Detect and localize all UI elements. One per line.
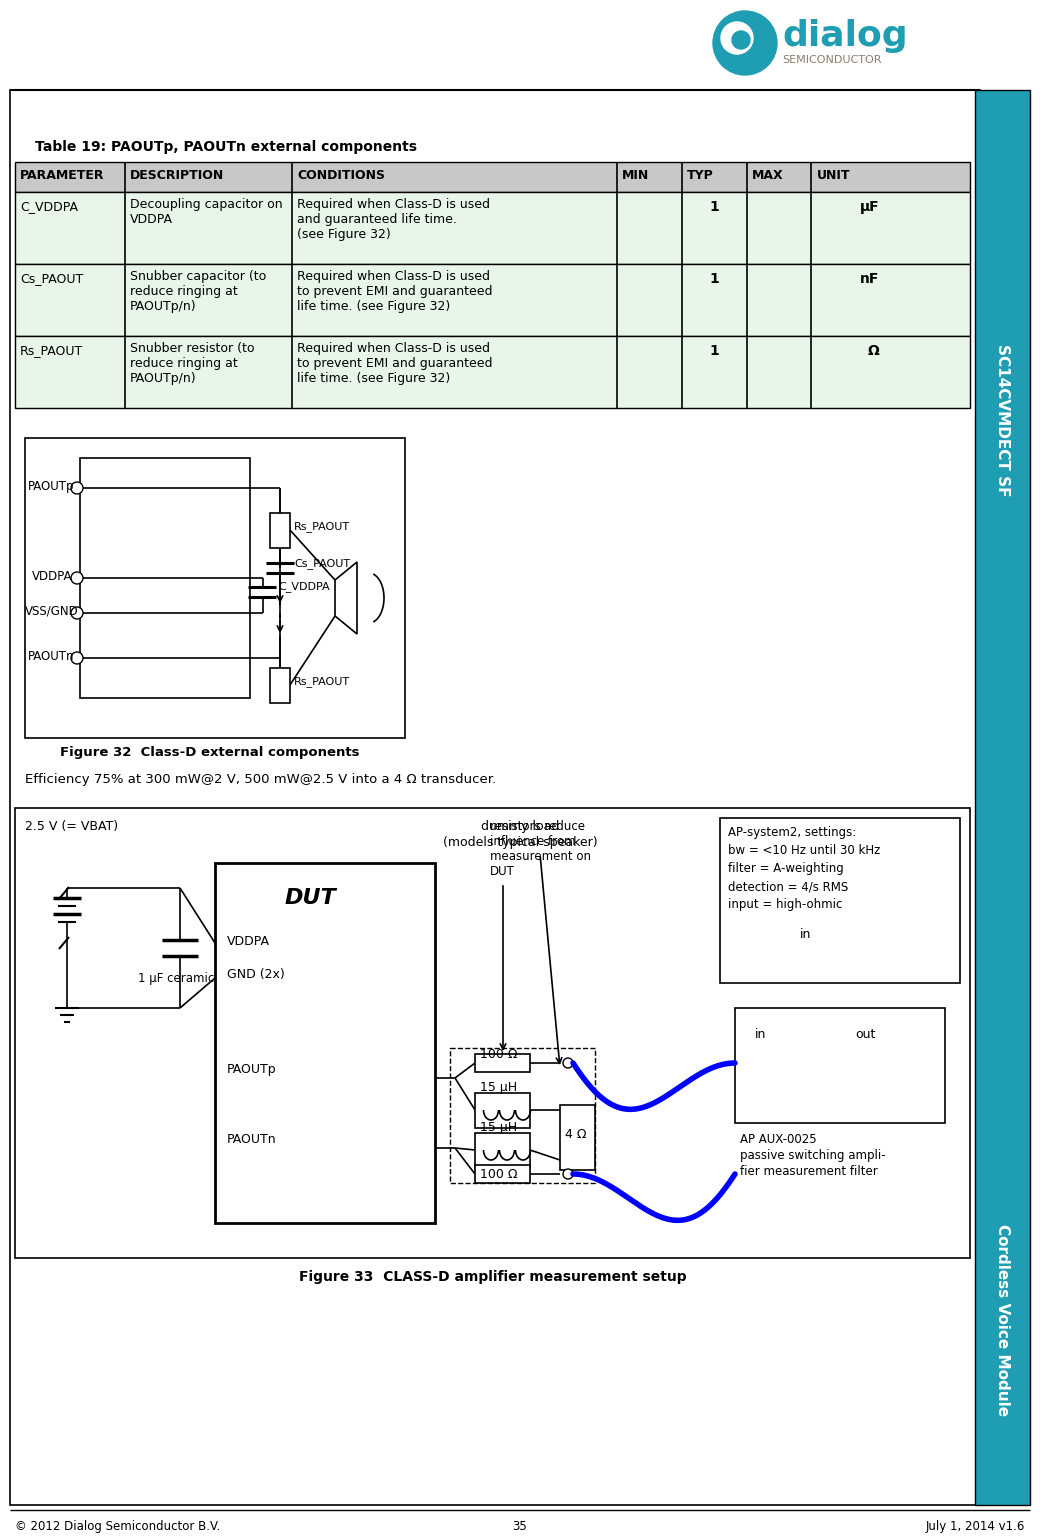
- Text: DESCRIPTION: DESCRIPTION: [130, 169, 224, 182]
- Bar: [560, 1105, 595, 1170]
- Text: CONDITIONS: CONDITIONS: [297, 169, 385, 182]
- Bar: [15, 162, 970, 192]
- Text: 100 Ω: 100 Ω: [480, 1048, 518, 1060]
- Text: Figure 33  CLASS-D amplifier measurement setup: Figure 33 CLASS-D amplifier measurement …: [298, 1270, 686, 1284]
- Text: Required when Class-D is used
to prevent EMI and guaranteed
life time. (see Figu: Required when Class-D is used to prevent…: [297, 269, 493, 312]
- Text: Snubber resistor (to
reduce ringing at
PAOUTp/n): Snubber resistor (to reduce ringing at P…: [130, 342, 255, 385]
- Bar: [720, 819, 960, 983]
- Circle shape: [563, 1170, 573, 1179]
- Bar: [735, 1008, 945, 1123]
- Bar: [270, 512, 290, 548]
- Text: 1 μF ceramic: 1 μF ceramic: [138, 973, 214, 985]
- Text: 1: 1: [709, 345, 719, 359]
- Circle shape: [71, 653, 83, 663]
- Text: VDDPA: VDDPA: [227, 936, 270, 948]
- Text: measurement on: measurement on: [490, 850, 591, 863]
- Text: filter = A-weighting: filter = A-weighting: [728, 862, 843, 876]
- Bar: [15, 192, 970, 265]
- Text: Figure 32  Class-D external components: Figure 32 Class-D external components: [60, 746, 360, 759]
- Text: Required when Class-D is used
to prevent EMI and guaranteed
life time. (see Figu: Required when Class-D is used to prevent…: [297, 342, 493, 385]
- Circle shape: [563, 1057, 573, 1068]
- Bar: [80, 459, 250, 699]
- Bar: [475, 1093, 530, 1128]
- Bar: [450, 1048, 595, 1183]
- Text: 15 μH: 15 μH: [480, 1120, 517, 1134]
- Text: 100 Ω: 100 Ω: [480, 1168, 518, 1180]
- Text: bw = <10 Hz until 30 kHz: bw = <10 Hz until 30 kHz: [728, 843, 881, 857]
- Bar: [270, 668, 290, 703]
- Bar: [475, 1133, 530, 1168]
- Text: PAOUTp: PAOUTp: [227, 1063, 277, 1076]
- Text: Ω: Ω: [867, 345, 879, 359]
- Text: SEMICONDUCTOR: SEMICONDUCTOR: [782, 55, 882, 65]
- Text: in: in: [800, 928, 811, 940]
- Text: fier measurement filter: fier measurement filter: [740, 1165, 878, 1177]
- Text: TYP: TYP: [686, 169, 713, 182]
- Text: SC14CVMDECT SF: SC14CVMDECT SF: [994, 343, 1010, 496]
- Circle shape: [71, 482, 83, 494]
- Text: Required when Class-D is used
and guaranteed life time.
(see Figure 32): Required when Class-D is used and guaran…: [297, 199, 490, 242]
- Circle shape: [71, 573, 83, 583]
- Text: Rs_PAOUT: Rs_PAOUT: [294, 676, 350, 686]
- Text: PAOUTn: PAOUTn: [28, 649, 75, 663]
- Text: input = high-ohmic: input = high-ohmic: [728, 897, 842, 911]
- Text: DUT: DUT: [490, 865, 515, 879]
- Text: GND (2x): GND (2x): [227, 968, 285, 980]
- Text: dummy load: dummy load: [480, 820, 560, 833]
- Circle shape: [721, 22, 753, 54]
- Text: AP AUX-0025: AP AUX-0025: [740, 1133, 816, 1147]
- Text: influence from: influence from: [490, 836, 575, 848]
- Bar: [25, 439, 405, 739]
- Text: detection = 4/s RMS: detection = 4/s RMS: [728, 880, 849, 893]
- Text: Rs_PAOUT: Rs_PAOUT: [294, 522, 350, 532]
- Text: UNIT: UNIT: [816, 169, 850, 182]
- Text: 2.5 V (= VBAT): 2.5 V (= VBAT): [25, 820, 119, 833]
- Bar: [475, 1054, 530, 1073]
- Text: PAOUTp: PAOUTp: [28, 480, 75, 492]
- Text: VSS/GND: VSS/GND: [25, 605, 79, 619]
- Bar: [15, 808, 970, 1257]
- Bar: [215, 863, 435, 1224]
- Text: Table 19: PAOUTp, PAOUTn external components: Table 19: PAOUTp, PAOUTn external compon…: [35, 140, 417, 154]
- Circle shape: [713, 11, 777, 75]
- Text: Snubber capacitor (to
reduce ringing at
PAOUTp/n): Snubber capacitor (to reduce ringing at …: [130, 269, 266, 312]
- Text: MIN: MIN: [622, 169, 649, 182]
- Text: 1: 1: [709, 272, 719, 286]
- Text: PAOUTn: PAOUTn: [227, 1133, 277, 1147]
- Text: July 1, 2014 v1.6: July 1, 2014 v1.6: [926, 1521, 1025, 1533]
- Text: in: in: [755, 1028, 766, 1040]
- Bar: [475, 1165, 530, 1183]
- Text: passive switching ampli-: passive switching ampli-: [740, 1150, 886, 1162]
- Text: © 2012 Dialog Semiconductor B.V.: © 2012 Dialog Semiconductor B.V.: [15, 1521, 220, 1533]
- Text: Cordless Voice Module: Cordless Voice Module: [994, 1224, 1010, 1416]
- Text: resistors reduce: resistors reduce: [490, 820, 584, 833]
- Text: Rs_PAOUT: Rs_PAOUT: [20, 345, 83, 357]
- Text: Cs_PAOUT: Cs_PAOUT: [20, 272, 83, 285]
- Text: AP-system2, settings:: AP-system2, settings:: [728, 826, 856, 839]
- Bar: [976, 89, 1030, 1505]
- Text: μF: μF: [859, 200, 879, 214]
- Text: out: out: [855, 1028, 876, 1040]
- Text: (models typical speaker): (models typical speaker): [443, 836, 597, 850]
- Text: 35: 35: [513, 1521, 527, 1533]
- Text: C_VDDPA: C_VDDPA: [278, 582, 330, 593]
- Bar: [15, 265, 970, 336]
- Circle shape: [732, 31, 750, 49]
- Text: 1: 1: [709, 200, 719, 214]
- Circle shape: [71, 606, 83, 619]
- Text: C_VDDPA: C_VDDPA: [20, 200, 78, 212]
- Text: Efficiency 75% at 300 mW@2 V, 500 mW@2.5 V into a 4 Ω transducer.: Efficiency 75% at 300 mW@2 V, 500 mW@2.5…: [25, 773, 496, 786]
- Text: dialog: dialog: [782, 18, 908, 52]
- Text: nF: nF: [860, 272, 879, 286]
- Polygon shape: [335, 562, 357, 634]
- Text: Decoupling capacitor on
VDDPA: Decoupling capacitor on VDDPA: [130, 199, 283, 226]
- Bar: [15, 336, 970, 408]
- Text: MAX: MAX: [752, 169, 783, 182]
- Text: DUT: DUT: [285, 888, 337, 908]
- Text: Cs_PAOUT: Cs_PAOUT: [294, 559, 350, 569]
- Text: 15 μH: 15 μH: [480, 1080, 517, 1094]
- Text: VDDPA: VDDPA: [32, 569, 73, 583]
- Text: 4 Ω: 4 Ω: [565, 1128, 587, 1140]
- Text: PARAMETER: PARAMETER: [20, 169, 104, 182]
